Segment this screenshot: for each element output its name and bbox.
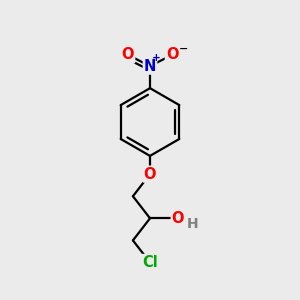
Text: O: O [144, 167, 156, 182]
Text: +: + [152, 53, 161, 63]
Text: O: O [172, 211, 184, 226]
Text: Cl: Cl [142, 255, 158, 270]
Text: −: − [178, 44, 188, 54]
Text: O: O [166, 47, 178, 62]
Text: O: O [122, 47, 134, 62]
Text: H: H [186, 217, 198, 231]
Text: N: N [144, 58, 156, 74]
